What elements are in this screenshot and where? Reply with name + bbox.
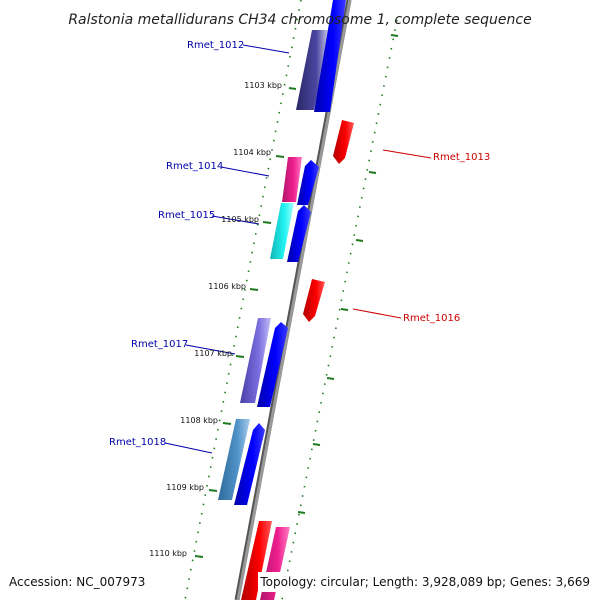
map-title: Ralstonia metallidurans CH34 chromosome …	[68, 12, 531, 28]
tick-marks	[194, 87, 297, 558]
inner-tick-ring	[184, 0, 302, 600]
tick-label: 1109 kbp	[166, 483, 204, 492]
cds-forward-rmet-1015[interactable]	[287, 205, 311, 262]
footer-accession: Accession: NC_007973	[9, 575, 145, 589]
leader-lines	[164, 44, 432, 454]
cog-block-rmet-1018[interactable]	[218, 419, 250, 500]
gene-label-rmet-1015[interactable]: Rmet_1015	[158, 210, 215, 221]
tick-label: 1105 kbp	[221, 215, 259, 224]
outer-tick-ring	[281, 19, 398, 600]
tick-label: 1106 kbp	[208, 282, 246, 291]
tick-label: 1104 kbp	[233, 148, 271, 157]
footer-accession-bg	[6, 572, 148, 592]
cog-block-bottom-red[interactable]	[241, 521, 272, 600]
footer-summary-bg	[258, 572, 594, 592]
cds-reverse-rmet-1016[interactable]	[303, 279, 325, 322]
cog-block-rmet-1015[interactable]	[270, 203, 294, 259]
cds-forward-rmet-1012[interactable]	[314, 0, 346, 112]
cds-forward-rmet-1018[interactable]	[234, 423, 265, 505]
cog-block-rmet-1017[interactable]	[240, 318, 271, 403]
tick-label: 1107 kbp	[194, 349, 232, 358]
outer-tick-marks	[297, 34, 399, 514]
tick-label: 1103 kbp	[244, 81, 282, 90]
backbone	[236, 0, 352, 600]
gene-label-rmet-1018[interactable]: Rmet_1018	[109, 437, 166, 448]
cds-forward-rmet-1017[interactable]	[257, 322, 288, 407]
tick-label: 1108 kbp	[180, 416, 218, 425]
cog-block-rmet-1014[interactable]	[282, 157, 302, 202]
cds-forward-rmet-1014[interactable]	[297, 160, 319, 205]
gene-label-rmet-1017[interactable]: Rmet_1017	[131, 339, 188, 350]
gene-label-rmet-1016[interactable]: Rmet_1016	[403, 313, 460, 324]
gene-label-rmet-1014[interactable]: Rmet_1014	[166, 161, 223, 172]
gene-label-rmet-1012[interactable]: Rmet_1012	[187, 40, 244, 51]
cog-block-rmet-1012[interactable]	[296, 30, 330, 110]
cds-reverse-rmet-1013[interactable]	[333, 120, 354, 164]
tick-label: 1110 kbp	[149, 549, 187, 558]
footer-summary: Topology: circular; Length: 3,928,089 bp…	[259, 575, 590, 589]
gene-label-rmet-1013[interactable]: Rmet_1013	[433, 152, 490, 163]
